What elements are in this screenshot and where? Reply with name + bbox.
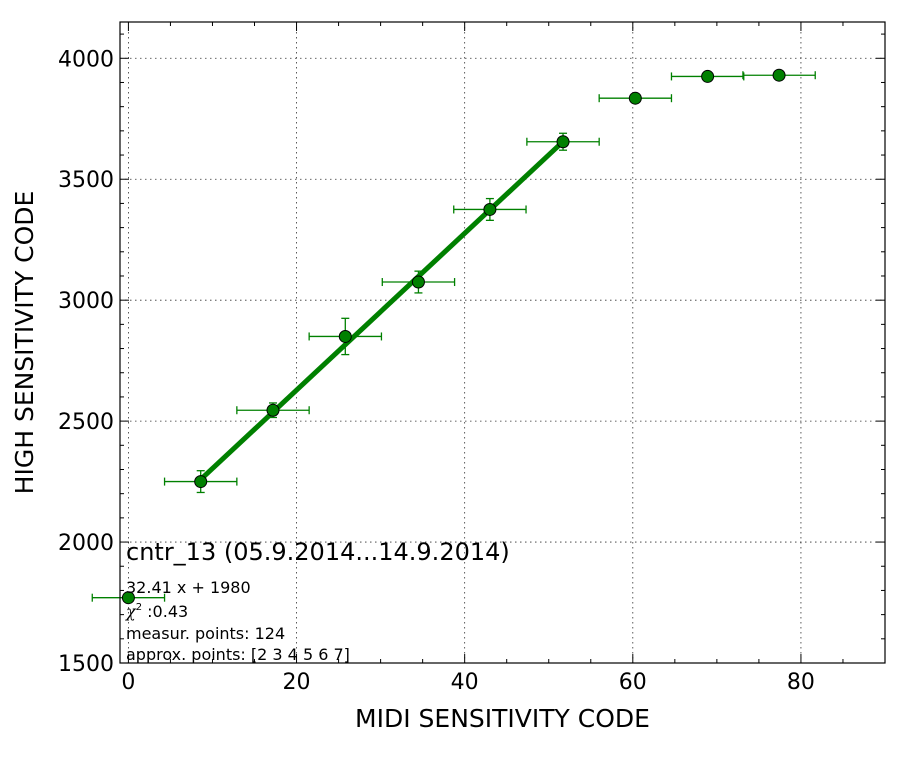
axis-ticks <box>120 22 885 664</box>
data-points <box>121 68 786 605</box>
tick-labels: 0 20 40 60 80 1500 2000 2500 3000 3500 4000 <box>58 47 815 695</box>
annotation-chi-squared: χ2 :0.43 <box>125 602 188 621</box>
chi-value: :0.43 <box>142 602 188 621</box>
y-tick-label: 3000 <box>58 289 114 314</box>
y-tick-label: 1500 <box>58 652 114 677</box>
fit-line-layer <box>198 139 565 482</box>
data-point <box>194 475 208 489</box>
chi-symbol: χ <box>125 602 137 621</box>
data-point <box>701 69 715 83</box>
fit-annotation: cntr_13 (05.9.2014...14.9.2014) 32.41 x … <box>125 538 510 664</box>
x-axis-title: MIDI SENSITIVITY CODE <box>355 704 650 733</box>
y-tick-label: 2500 <box>58 410 114 435</box>
x-tick-label: 80 <box>787 670 815 695</box>
annotation-approx-points: approx. points: [2 3 4 5 6 7] <box>126 645 350 664</box>
x-tick-label: 0 <box>121 670 135 695</box>
data-point <box>266 403 280 417</box>
data-point <box>772 68 786 82</box>
data-point <box>338 329 352 343</box>
grid <box>120 22 885 663</box>
x-tick-label: 40 <box>451 670 479 695</box>
data-point <box>121 591 135 605</box>
error-bars <box>91 71 816 602</box>
data-point <box>483 202 497 216</box>
y-tick-label: 4000 <box>58 47 114 72</box>
fit-line <box>198 139 565 482</box>
annotation-title: cntr_13 (05.9.2014...14.9.2014) <box>126 538 510 566</box>
x-tick-label: 60 <box>619 670 647 695</box>
data-point <box>556 135 570 149</box>
y-tick-label: 2000 <box>58 531 114 556</box>
y-tick-label: 3500 <box>58 168 114 193</box>
y-axis-title: HIGH SENSITIVITY CODE <box>10 191 39 495</box>
data-point <box>628 91 642 105</box>
data-point <box>411 275 425 289</box>
annotation-measured-points: measur. points: 124 <box>126 624 285 643</box>
chi-exponent: 2 <box>136 602 142 613</box>
annotation-fit-equation: 32.41 x + 1980 <box>126 578 251 597</box>
plot-frame <box>119 21 886 664</box>
x-tick-label: 20 <box>283 670 311 695</box>
